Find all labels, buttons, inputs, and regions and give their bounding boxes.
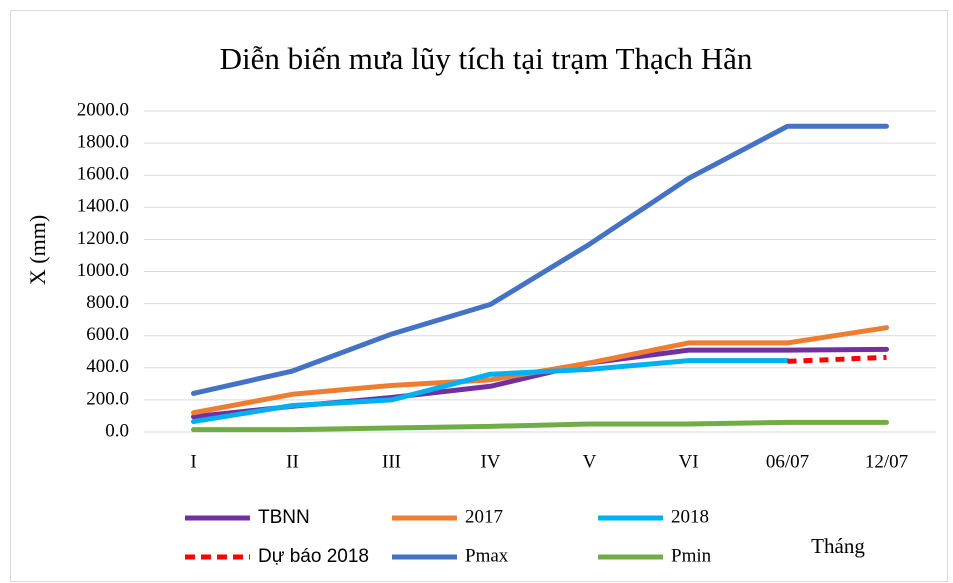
legend-label: 2018 (671, 506, 709, 527)
series-line (191, 419, 889, 433)
y-tick-label: 1000.0 (77, 260, 129, 281)
x-tick-label: III (382, 451, 401, 472)
series-line (787, 354, 887, 364)
x-axis-label: Tháng (811, 534, 865, 558)
chart-border (10, 10, 948, 582)
x-tick-label: II (286, 451, 299, 472)
y-tick-label: 400.0 (86, 356, 129, 377)
y-tick-label: 1200.0 (77, 228, 129, 249)
x-tick-label: 12/07 (865, 451, 908, 472)
legend-label: 2017 (465, 506, 503, 527)
y-tick-label: 1400.0 (77, 196, 129, 217)
x-tick-label: 06/07 (766, 451, 809, 472)
y-tick-label: 600.0 (86, 324, 129, 345)
y-tick-label: 800.0 (86, 292, 129, 313)
y-tick-label: 2000.0 (77, 99, 129, 120)
x-tick-label: VI (678, 451, 698, 472)
x-tick-label: IV (480, 451, 500, 472)
legend-label: TBNN (258, 507, 310, 528)
legend-label: Pmax (465, 545, 509, 566)
y-tick-label: 0.0 (105, 420, 129, 441)
chart-title: Diễn biến mưa lũy tích tại trạm Thạch Hã… (220, 41, 753, 76)
legend-label: Dự báo 2018 (258, 546, 369, 567)
x-tick-label: V (583, 451, 597, 472)
series-line (191, 358, 790, 425)
x-tick-label: I (190, 451, 196, 472)
series-line (191, 123, 889, 396)
legend-label: Pmin (671, 545, 712, 566)
y-tick-label: 1600.0 (77, 164, 129, 185)
y-axis-label: X (mm) (25, 215, 50, 285)
y-tick-label: 1800.0 (77, 131, 129, 152)
y-tick-label: 200.0 (86, 388, 129, 409)
